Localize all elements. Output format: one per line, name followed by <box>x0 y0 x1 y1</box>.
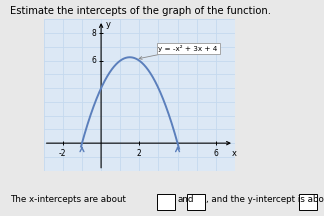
Text: 2: 2 <box>137 149 142 158</box>
Text: 8: 8 <box>92 29 96 38</box>
Text: -2: -2 <box>59 149 67 158</box>
Text: , and the y-intercept is about: , and the y-intercept is about <box>206 195 324 204</box>
Text: The x-intercepts are about: The x-intercepts are about <box>10 195 126 204</box>
Text: 6: 6 <box>213 149 218 158</box>
Text: Estimate the intercepts of the graph of the function.: Estimate the intercepts of the graph of … <box>10 6 271 16</box>
Text: and: and <box>178 195 194 204</box>
Text: y: y <box>106 20 111 29</box>
Text: x: x <box>232 149 237 158</box>
Text: 6: 6 <box>91 56 96 65</box>
Text: y = -x² + 3x + 4: y = -x² + 3x + 4 <box>139 45 218 59</box>
